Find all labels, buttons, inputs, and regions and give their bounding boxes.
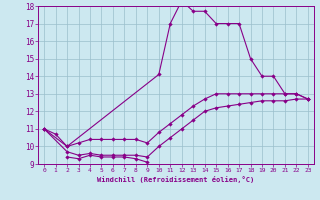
- X-axis label: Windchill (Refroidissement éolien,°C): Windchill (Refroidissement éolien,°C): [97, 176, 255, 183]
